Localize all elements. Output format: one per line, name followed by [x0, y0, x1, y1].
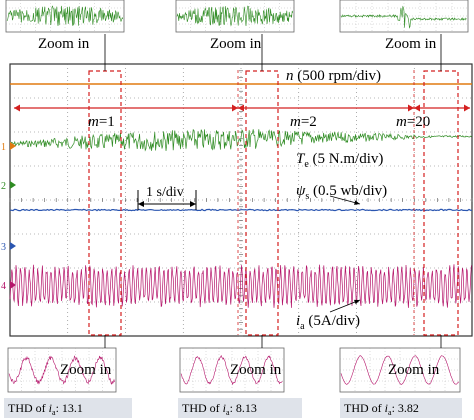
current-pointer-head	[354, 299, 360, 305]
thd-sep: :	[56, 401, 62, 415]
timebase-head	[190, 201, 196, 207]
segment-label-var: m	[290, 114, 301, 130]
thd-prefix: THD of	[182, 401, 223, 415]
thd-label: THD of ia: 8.13	[182, 401, 257, 417]
segment-arrow-head	[464, 104, 470, 112]
inset-bottom-3	[339, 347, 461, 393]
inset-top-1-trace	[6, 5, 124, 27]
flux-pointer-head	[354, 200, 360, 205]
segment-arrow-head	[238, 104, 244, 112]
channel-marker-label: 4	[1, 281, 6, 292]
thd-sep: :	[392, 401, 398, 415]
thd-subscript: a	[226, 408, 230, 417]
inset-top-3-trace	[340, 5, 467, 29]
flux-label-symbol: ψ	[296, 183, 306, 199]
inset-bottom-1-trace	[8, 355, 115, 385]
segment-label-value: =20	[407, 114, 430, 130]
channel-marker-1: 1	[1, 142, 16, 153]
thd-symbol: i	[49, 401, 52, 415]
zoom-in-label-6: Zoom in	[388, 362, 440, 378]
speed-label: n (500 rpm/div)	[286, 68, 381, 84]
channel-marker-2: 2	[1, 181, 16, 192]
torque-label-symbol: T	[296, 151, 306, 167]
segment-label-var: m	[396, 114, 407, 130]
zoom-in-label-2: Zoom in	[210, 36, 262, 52]
segment-label-2: m=2	[290, 114, 317, 130]
segment-label-value: =2	[301, 114, 317, 130]
zoom-in-label-5: Zoom in	[230, 362, 282, 378]
thd-value: 8.13	[236, 401, 257, 415]
segment-label-1: m=1	[88, 114, 115, 130]
segment-arrow-head	[414, 104, 420, 112]
segment-arrow-head	[408, 104, 414, 112]
speed-label-symbol: n	[286, 68, 294, 84]
channel-marker-3: 3	[1, 242, 16, 253]
current-label: ia (5A/div)	[296, 313, 360, 332]
thd-box-bg	[178, 398, 302, 418]
channel-marker-arrow	[10, 242, 16, 250]
segment-label-var: m	[88, 114, 99, 130]
flux-label-subscript: s	[305, 191, 309, 202]
segment-arrow-head	[14, 104, 20, 112]
torque-label: Te (5 N.m/div)	[296, 151, 383, 170]
channel-marker-label: 1	[1, 142, 6, 153]
thd-box-bg	[4, 398, 132, 418]
inset-top-3	[339, 0, 469, 33]
thd-box-bg	[340, 398, 462, 418]
speed-label-unit: (500 rpm/div)	[294, 68, 382, 84]
timebase-marker: 1 s/div	[137, 185, 197, 210]
channel-marker-arrow	[10, 142, 16, 150]
zoom-in-label-1: Zoom in	[38, 36, 90, 52]
segment-arrow-head	[232, 104, 238, 112]
inset-top-2-trace	[176, 5, 294, 27]
inset-bottom-2	[179, 347, 285, 393]
inset-bottom-2-trace	[180, 354, 283, 386]
thd-label: THD of ia: 3.82	[344, 401, 419, 417]
thd-sep: :	[230, 401, 236, 415]
thd-prefix: THD of	[8, 401, 49, 415]
flux-trace	[9, 208, 472, 212]
timebase-label: 1 s/div	[146, 185, 184, 200]
channel-marker-label: 2	[1, 181, 6, 192]
thd-prefix: THD of	[344, 401, 385, 415]
flux-label-unit: (0.5 wb/div)	[309, 183, 387, 199]
torque-label-unit: (5 N.m/div)	[309, 151, 384, 167]
inset-bottom-3-trace	[340, 355, 459, 385]
inset-bottom-1	[7, 347, 117, 393]
current-label-subscript: a	[300, 321, 305, 332]
zoom-in-label-4: Zoom in	[60, 362, 112, 378]
channel-marker-4: 4	[1, 281, 16, 292]
thd-symbol: i	[223, 401, 226, 415]
channel-marker-label: 3	[1, 242, 6, 253]
inset-top-1	[5, 0, 125, 33]
current-label-unit: (5A/div)	[305, 313, 360, 329]
thd-box-1: THD of ia: 13.1	[4, 398, 132, 418]
thd-value: 13.1	[62, 401, 83, 415]
segment-label-value: =1	[99, 114, 115, 130]
channel-marker-arrow	[10, 181, 16, 189]
torque-trace	[9, 128, 472, 152]
inset-top-2	[175, 0, 295, 33]
torque-label-subscript: e	[304, 159, 309, 170]
thd-box-3: THD of ia: 3.82	[340, 398, 462, 418]
current-trace	[9, 264, 472, 308]
segment-label-3: m=20	[396, 114, 430, 130]
current-label-symbol: i	[296, 313, 300, 329]
thd-subscript: a	[52, 408, 56, 417]
thd-symbol: i	[385, 401, 388, 415]
thd-value: 3.82	[398, 401, 419, 415]
timebase-head	[138, 201, 144, 207]
thd-box-2: THD of ia: 8.13	[178, 398, 302, 418]
thd-subscript: a	[388, 408, 392, 417]
channel-marker-arrow	[10, 281, 16, 289]
flux-label: ψs (0.5 wb/div)	[296, 183, 387, 202]
thd-label: THD of ia: 13.1	[8, 401, 83, 417]
zoom-in-label-3: Zoom in	[385, 36, 437, 52]
